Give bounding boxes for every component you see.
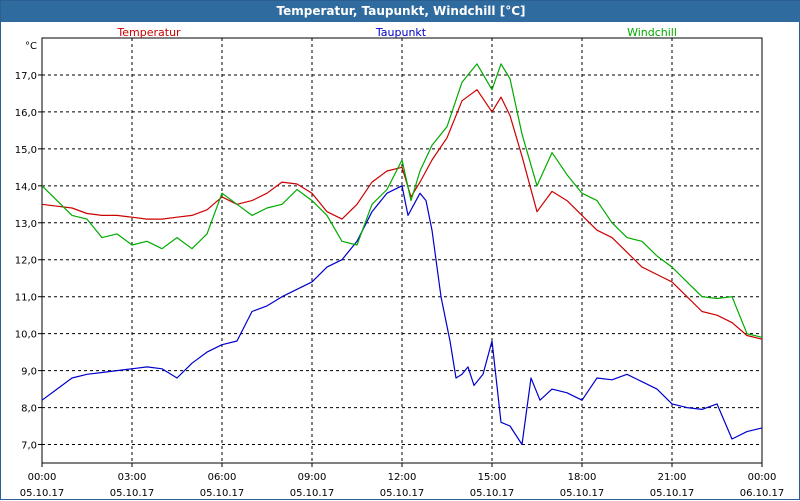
y-tick-label: 12,0 — [15, 256, 37, 267]
x-tick-label-date: 05.10.17 — [20, 488, 65, 499]
y-tick-label: 9,0 — [21, 367, 37, 378]
y-tick-label: 8,0 — [21, 404, 37, 415]
window-title: Temperatur, Taupunkt, Windchill [°C] — [1, 1, 800, 22]
x-tick-label-date: 05.10.17 — [200, 488, 245, 499]
x-tick-label-time: 21:00 — [658, 472, 687, 483]
x-tick-label-date: 05.10.17 — [560, 488, 605, 499]
legend-entry-temperatur: Temperatur — [116, 26, 181, 39]
legend-entry-taupunkt: Taupunkt — [375, 26, 427, 39]
legend-entry-windchill: Windchill — [627, 26, 677, 39]
x-tick-label-date: 05.10.17 — [470, 488, 515, 499]
y-tick-label: 16,0 — [15, 108, 37, 119]
x-tick-label-time: 00:00 — [28, 472, 57, 483]
y-tick-label: 7,0 — [21, 441, 37, 452]
x-tick-label-date: 06.10.17 — [740, 488, 785, 499]
x-tick-label-time: 18:00 — [568, 472, 597, 483]
series-line-taupunkt — [41, 185, 763, 446]
y-tick-label: 14,0 — [15, 182, 37, 193]
x-tick-label-time: 03:00 — [118, 472, 147, 483]
x-tick-label-time: 09:00 — [298, 472, 327, 483]
y-axis-label: °C — [25, 41, 37, 52]
y-tick-label: 11,0 — [15, 293, 37, 304]
series-line-windchill — [41, 63, 763, 338]
x-tick-label-time: 12:00 — [388, 472, 417, 483]
y-tick-label: 15,0 — [15, 145, 37, 156]
x-tick-label-date: 05.10.17 — [290, 488, 335, 499]
y-tick-label: 10,0 — [15, 330, 37, 341]
x-tick-label-date: 05.10.17 — [380, 488, 425, 499]
x-tick-label-time: 06:00 — [208, 472, 237, 483]
grid — [42, 38, 762, 463]
x-axis: 00:00 05.10.17 03:00 05.10.17 06:00 05.10.17 0… — [20, 463, 785, 499]
y-tick-label: 13,0 — [15, 219, 37, 230]
y-tick-label: 17,0 — [15, 71, 37, 82]
series-group — [41, 63, 763, 446]
x-tick-label-time: 00:00 — [748, 472, 777, 483]
series-line-temperatur — [41, 89, 763, 340]
x-tick-label-date: 05.10.17 — [110, 488, 155, 499]
legend: Temperatur Taupunkt Windchill — [116, 26, 677, 39]
y-axis: °C 7,0 8,0 9,0 10,0 11,0 12,0 13,0 14,0 15,0 16,0… — [15, 41, 42, 452]
x-tick-label-date: 05.10.17 — [650, 488, 695, 499]
x-tick-label-time: 15:00 — [478, 472, 507, 483]
